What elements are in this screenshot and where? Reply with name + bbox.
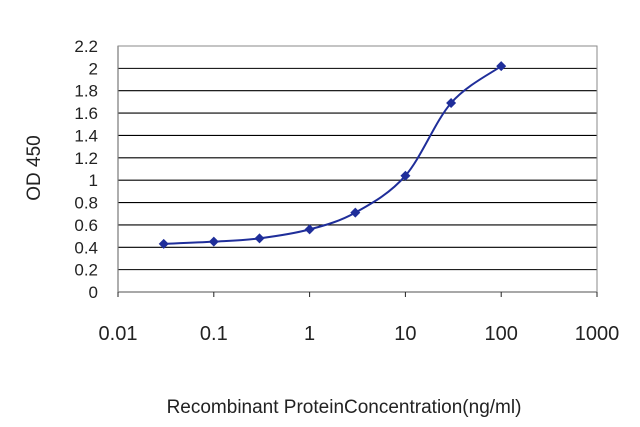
data-point [446,98,457,109]
y-tick-label: 0 [89,283,98,302]
y-tick-label: 1.4 [74,126,98,145]
x-tick-label: 1 [304,323,315,345]
y-tick-label: 0.2 [74,261,98,280]
y-tick-label: 1.8 [74,82,98,101]
data-point [254,233,265,244]
data-point [496,61,507,72]
x-axis-label: Recombinant ProteinConcentration(ng/ml) [167,397,522,418]
data-point [350,207,361,218]
y-tick-label: 0.4 [74,238,98,257]
series-line [163,65,502,245]
data-point [400,170,411,181]
gridlines [117,45,597,293]
y-tick-label: 1 [89,171,98,190]
data-point [304,224,315,235]
x-tick-label: 100 [485,323,518,345]
x-axis-ticks: 0.01 0.1 1 10 100 1000 [99,292,620,345]
y-tick-label: 0.6 [74,216,98,235]
data-point [158,238,169,249]
data-point [208,236,219,247]
y-axis-ticks: 0 0.2 0.4 0.6 0.8 1 1.2 1.4 1.6 1.8 2 2.2 [74,37,98,302]
y-tick-label: 2.2 [74,37,98,56]
data-points [158,61,507,249]
y-tick-label: 2 [89,59,98,78]
x-tick-label: 1000 [575,323,620,345]
y-tick-label: 1.6 [74,104,98,123]
y-tick-label: 1.2 [74,149,98,168]
y-axis-label: OD 450 [24,135,45,200]
x-tick-label: 0.1 [200,323,228,345]
x-tick-label: 0.01 [99,323,138,345]
plot-area [117,45,598,293]
y-tick-label: 0.8 [74,194,98,213]
x-tick-label: 10 [394,323,416,345]
